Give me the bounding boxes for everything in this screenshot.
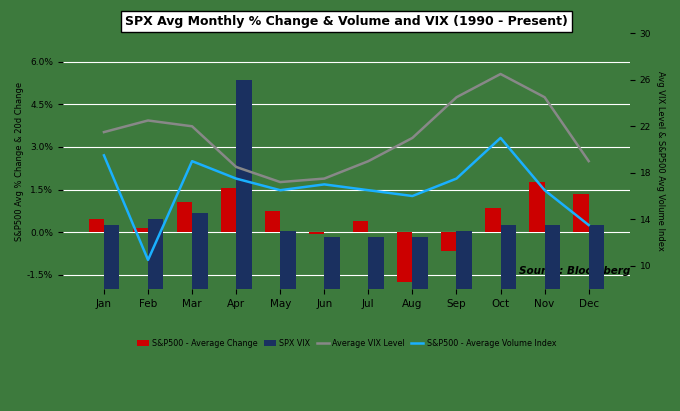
- Average VIX Level: [320, 176, 328, 181]
- Bar: [529, 182, 545, 232]
- Bar: [177, 202, 192, 232]
- Line: Average VIX Level: Average VIX Level: [104, 74, 589, 182]
- Bar: [589, 225, 604, 382]
- Average VIX Level: [100, 129, 108, 134]
- Bar: [133, 228, 148, 232]
- Average VIX Level: [496, 72, 505, 76]
- Line: S&P500 - Average Volume Index: S&P500 - Average Volume Index: [104, 138, 589, 260]
- Average VIX Level: [364, 159, 373, 164]
- Bar: [412, 237, 428, 382]
- S&P500 - Average Volume Index: [232, 176, 240, 181]
- Average VIX Level: [408, 136, 416, 141]
- Bar: [221, 188, 236, 232]
- Y-axis label: S&P500 Avg % Change & 20d Change: S&P500 Avg % Change & 20d Change: [15, 82, 24, 241]
- Bar: [192, 213, 207, 382]
- Bar: [485, 208, 500, 232]
- Bar: [545, 225, 560, 382]
- S&P500 - Average Volume Index: [276, 188, 284, 193]
- Average VIX Level: [452, 95, 460, 100]
- Average VIX Level: [188, 124, 196, 129]
- Bar: [353, 222, 369, 232]
- Average VIX Level: [232, 164, 240, 169]
- Bar: [456, 231, 472, 382]
- Average VIX Level: [276, 180, 284, 185]
- Bar: [441, 232, 456, 251]
- Bar: [148, 219, 163, 382]
- Bar: [104, 225, 120, 382]
- S&P500 - Average Volume Index: [364, 188, 373, 193]
- Bar: [397, 232, 412, 282]
- Legend: S&P500 - Average Change, SPX VIX, Average VIX Level, S&P500 - Average Volume Ind: S&P500 - Average Change, SPX VIX, Averag…: [133, 336, 560, 351]
- Bar: [88, 219, 104, 232]
- S&P500 - Average Volume Index: [144, 257, 152, 262]
- Bar: [309, 232, 324, 234]
- Title: SPX Avg Monthly % Change & Volume and VIX (1990 - Present): SPX Avg Monthly % Change & Volume and VI…: [125, 15, 568, 28]
- S&P500 - Average Volume Index: [585, 223, 593, 228]
- Bar: [369, 237, 384, 382]
- S&P500 - Average Volume Index: [100, 153, 108, 158]
- S&P500 - Average Volume Index: [408, 194, 416, 199]
- Average VIX Level: [144, 118, 152, 123]
- Bar: [265, 211, 280, 232]
- Y-axis label: Avg VIX Level & S&P500 Avg Volume Index: Avg VIX Level & S&P500 Avg Volume Index: [656, 71, 665, 251]
- Bar: [500, 225, 516, 382]
- S&P500 - Average Volume Index: [188, 159, 196, 164]
- Bar: [324, 237, 340, 382]
- Text: Source: Bloomberg: Source: Bloomberg: [519, 266, 630, 276]
- S&P500 - Average Volume Index: [496, 136, 505, 141]
- Bar: [573, 194, 589, 232]
- Bar: [280, 231, 296, 382]
- S&P500 - Average Volume Index: [452, 176, 460, 181]
- S&P500 - Average Volume Index: [541, 188, 549, 193]
- Average VIX Level: [585, 159, 593, 164]
- Bar: [236, 80, 252, 382]
- S&P500 - Average Volume Index: [320, 182, 328, 187]
- Average VIX Level: [541, 95, 549, 100]
